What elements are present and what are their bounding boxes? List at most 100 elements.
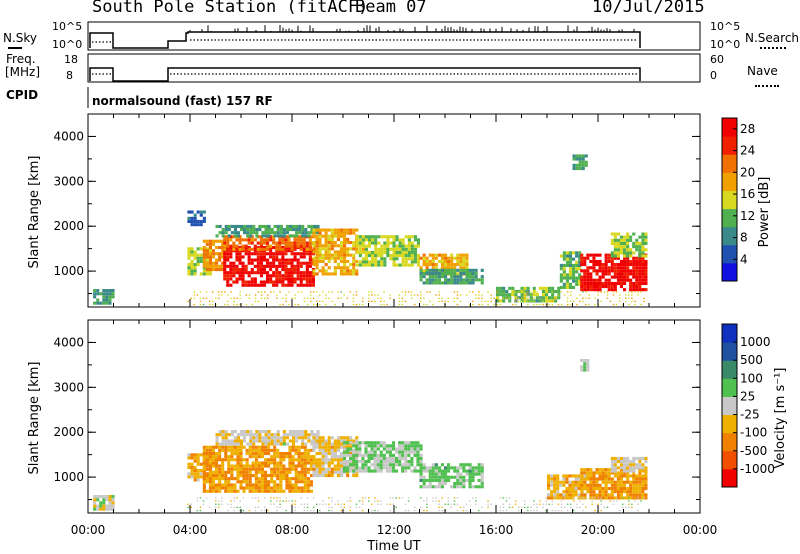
velocity-colorbar-swatch: [722, 450, 737, 470]
power-cell: [616, 254, 620, 258]
velocity-cell: [583, 483, 587, 487]
velocity-cell: [462, 466, 466, 470]
velocity-cell: [242, 480, 246, 484]
velocity-cell: [267, 480, 271, 484]
velocity-cell: [580, 490, 584, 494]
power-colorbar-tick-label: 16: [740, 187, 755, 201]
power-cell: [401, 250, 405, 254]
power-cell: [322, 300, 324, 302]
velocity-colorbar-swatch: [722, 468, 737, 488]
velocity-cell: [264, 461, 268, 465]
power-cell: [538, 299, 542, 303]
velocity-cell: [215, 489, 219, 493]
velocity-cell: [632, 469, 636, 473]
power-cell: [299, 252, 303, 256]
power-cell: [419, 275, 423, 279]
velocity-cell: [610, 480, 614, 484]
power-cell: [262, 268, 266, 272]
velocity-cell: [233, 448, 237, 452]
velocity-cell: [318, 458, 322, 462]
power-cell: [193, 269, 197, 273]
power-cell: [440, 266, 444, 270]
velocity-cell: [616, 487, 620, 491]
velocity-cell: [619, 483, 623, 487]
velocity-cell: [202, 455, 206, 459]
x-tick-labels: 00:00 04:00 08:00 12:00 16:00 20:00 00:00: [71, 523, 718, 537]
power-cell: [284, 238, 288, 242]
power-cell: [199, 272, 203, 276]
power-region-2: [187, 210, 206, 227]
power-cell: [308, 244, 312, 248]
velocity-cell: [279, 452, 283, 456]
velocity-cell: [499, 506, 502, 508]
power-colorbar-tick-label: 4: [740, 252, 748, 266]
velocity-cell: [462, 469, 466, 473]
power-cell: [541, 289, 545, 293]
power-cell: [187, 256, 191, 260]
power-cell: [410, 254, 414, 258]
velocity-cell: [499, 497, 502, 499]
velocity-cell: [236, 448, 240, 452]
power-cell: [287, 258, 291, 262]
power-cell: [311, 283, 315, 287]
velocity-cell: [276, 497, 278, 499]
power-cell: [632, 256, 636, 260]
velocity-cell: [613, 490, 617, 494]
velocity-cell: [453, 475, 457, 479]
power-cell: [290, 244, 294, 248]
velocity-cell: [539, 503, 541, 505]
power-cell: [480, 281, 484, 285]
power-cell: [364, 257, 368, 261]
power-cell: [215, 268, 219, 272]
velocity-cell: [425, 485, 429, 489]
power-cell: [638, 241, 642, 245]
power-cell: [327, 228, 331, 232]
power-region-16: [187, 291, 645, 306]
power-cell: [202, 216, 206, 220]
power-cell: [343, 237, 347, 241]
power-cell: [308, 258, 312, 262]
power-cell: [581, 157, 585, 161]
velocity-cell: [434, 485, 438, 489]
velocity-cell: [401, 469, 405, 473]
velocity-cell: [303, 483, 307, 487]
velocity-cell: [568, 496, 572, 500]
power-cell: [580, 288, 584, 292]
power-cell: [102, 292, 106, 296]
power-cell: [330, 272, 334, 276]
velocity-cell: [273, 445, 277, 449]
power-cell: [333, 231, 337, 235]
velocity-cell: [577, 483, 581, 487]
velocity-cell: [321, 474, 325, 478]
power-cell: [371, 238, 375, 242]
velocity-cell: [215, 497, 217, 499]
power-cell: [299, 274, 303, 278]
power-cell: [364, 247, 368, 251]
power-cell: [215, 261, 219, 265]
power-cell: [597, 294, 599, 296]
velocity-cell: [545, 500, 547, 502]
nsearch-label: N.Search: [745, 31, 800, 45]
power-cell: [545, 286, 549, 290]
power-cell: [364, 235, 368, 239]
power-cell: [281, 246, 285, 250]
velocity-cell: [218, 458, 222, 462]
power-cell: [380, 303, 382, 306]
velocity-cell: [629, 490, 633, 494]
power-cell: [613, 251, 617, 255]
velocity-cell: [300, 464, 304, 468]
power-cell: [616, 232, 620, 236]
power-cell: [440, 268, 444, 272]
velocity-cell: [435, 500, 437, 502]
velocity-cell: [364, 447, 368, 451]
velocity-cell: [236, 461, 240, 465]
velocity-cell: [264, 497, 266, 499]
velocity-cell: [288, 477, 292, 481]
power-cell: [298, 231, 302, 235]
velocity-cell: [318, 439, 322, 443]
velocity-cell: [589, 483, 593, 487]
power-cell: [333, 272, 337, 276]
velocity-cell: [322, 500, 324, 502]
power-cell: [514, 297, 517, 299]
power-cell: [583, 275, 587, 279]
